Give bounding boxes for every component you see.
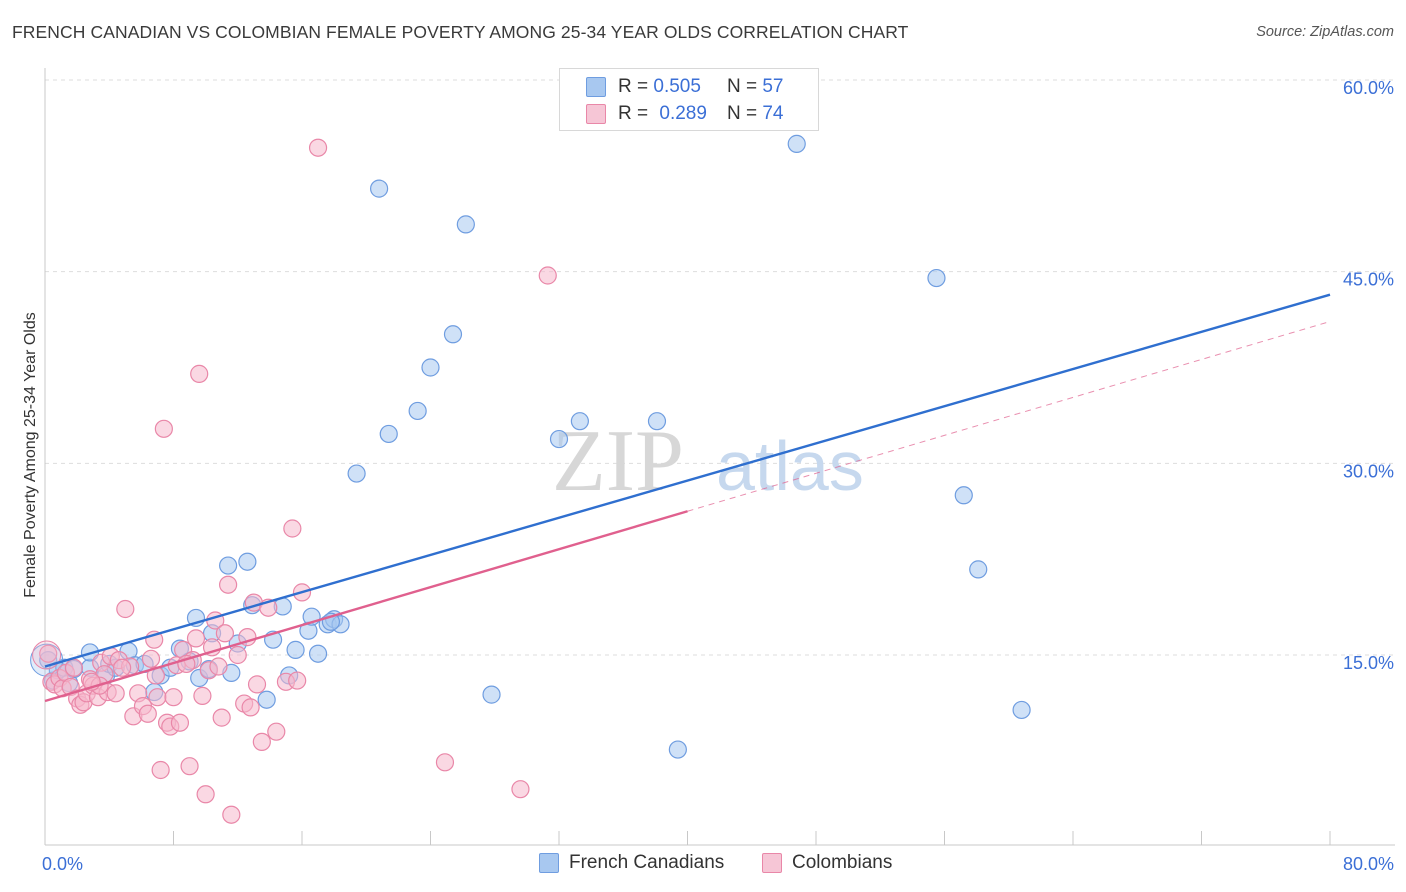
watermark: ZIP atlas xyxy=(552,413,864,510)
point-french-canadians xyxy=(370,179,389,198)
point-french-canadians xyxy=(308,644,328,663)
point-french-canadians xyxy=(408,401,427,421)
legend-label-french-canadians: French Canadians xyxy=(569,852,725,873)
source-credit: Source: ZipAtlas.com xyxy=(1256,24,1394,40)
point-french-canadians xyxy=(443,325,463,344)
point-colombians xyxy=(106,684,125,703)
point-colombians xyxy=(435,753,455,772)
legend-n-label: N = xyxy=(726,103,758,124)
point-colombians xyxy=(283,519,302,538)
point-colombians xyxy=(209,657,228,676)
legend-n-label: N = xyxy=(726,76,758,97)
point-colombians xyxy=(228,645,247,665)
point-colombians xyxy=(215,624,234,643)
series-colombians xyxy=(32,138,557,824)
point-french-canadians xyxy=(456,215,475,234)
point-colombians xyxy=(308,138,328,157)
x-tick-label: 80.0% xyxy=(1343,854,1394,874)
point-colombians xyxy=(141,649,161,668)
point-french-canadians xyxy=(257,690,276,709)
point-colombians xyxy=(247,675,267,694)
point-colombians xyxy=(151,760,170,780)
legend-n-value: 74 xyxy=(762,103,784,124)
point-colombians xyxy=(219,575,238,594)
trend-line-colombians-extrapolated xyxy=(687,321,1331,512)
point-colombians xyxy=(146,666,165,685)
axes xyxy=(44,68,1395,846)
bottom-legend-colombians: Colombians xyxy=(762,852,892,874)
point-colombians xyxy=(196,785,215,804)
point-french-canadians xyxy=(668,740,687,759)
point-colombians xyxy=(222,805,241,824)
legend-r-value: 0.289 xyxy=(659,103,707,124)
point-colombians xyxy=(212,708,231,727)
point-colombians xyxy=(241,698,260,717)
point-french-canadians xyxy=(379,424,398,444)
legend-row-colombians: R = 0.289 N = 74 xyxy=(586,102,783,126)
point-colombians-large xyxy=(32,640,62,670)
y-axis-label: Female Poverty Among 25-34 Year Olds xyxy=(22,312,39,598)
point-french-canadians xyxy=(570,412,589,431)
point-colombians xyxy=(180,757,199,776)
point-colombians xyxy=(112,658,132,677)
point-colombians xyxy=(154,419,173,438)
y-tick-label: 45.0% xyxy=(1343,270,1394,290)
point-colombians xyxy=(511,780,530,799)
trend-line-colombians xyxy=(44,510,688,703)
point-colombians xyxy=(538,266,557,285)
legend-row-french-canadians: R = 0.505 N = 57 xyxy=(586,75,783,99)
trend-lines xyxy=(44,293,1331,703)
point-french-canadians xyxy=(787,134,806,153)
point-french-canadians xyxy=(927,268,946,288)
point-colombians xyxy=(148,688,167,707)
point-colombians xyxy=(39,644,58,663)
point-colombians xyxy=(190,364,209,383)
point-french-canadians xyxy=(238,552,257,571)
y-tick-label: 15.0% xyxy=(1343,653,1394,673)
legend-r-value: 0.505 xyxy=(653,76,701,97)
point-colombians xyxy=(267,722,286,741)
chart-title: FRENCH CANADIAN VS COLOMBIAN FEMALE POVE… xyxy=(12,22,909,42)
legend-swatch-blue xyxy=(586,77,606,97)
point-french-canadians xyxy=(1012,700,1031,720)
y-tick-label: 30.0% xyxy=(1343,461,1394,481)
point-colombians xyxy=(186,629,206,648)
legend-r-label: R = xyxy=(618,103,649,124)
point-french-canadians xyxy=(347,464,366,483)
point-french-canadians xyxy=(286,640,305,659)
point-french-canadians xyxy=(954,486,973,505)
legend-swatch-pink xyxy=(586,104,606,124)
legend-swatch-pink xyxy=(762,853,782,873)
legend-swatch-blue xyxy=(539,853,559,873)
trend-line-french-canadians xyxy=(44,293,1331,668)
tick-labels: 15.0% 30.0% 45.0% 60.0% 0.0% 80.0% xyxy=(42,78,1394,874)
point-colombians xyxy=(138,704,157,723)
point-french-canadians xyxy=(482,685,501,704)
point-colombians xyxy=(164,688,183,707)
point-colombians xyxy=(193,686,212,705)
y-tick-label: 60.0% xyxy=(1343,78,1394,98)
bottom-legend-french-canadians: French Canadians xyxy=(539,852,724,874)
point-colombians xyxy=(64,658,84,677)
point-colombians xyxy=(170,713,190,732)
point-colombians xyxy=(252,732,271,751)
point-french-canadians xyxy=(549,429,569,449)
legend-n-value: 57 xyxy=(762,76,784,97)
point-french-canadians xyxy=(647,412,667,431)
point-french-canadians xyxy=(421,358,440,377)
legend-r-label: R = xyxy=(618,76,649,97)
x-tick-label: 0.0% xyxy=(42,854,83,874)
point-colombians xyxy=(116,599,135,619)
point-french-canadians xyxy=(219,556,238,575)
correlation-legend: R = 0.505 N = 57 R = 0.289 N = 74 xyxy=(559,68,819,131)
watermark-zip: ZIP xyxy=(552,413,684,510)
point-french-canadians xyxy=(969,560,988,579)
legend-label-colombians: Colombians xyxy=(792,852,893,873)
point-colombians xyxy=(288,671,307,690)
